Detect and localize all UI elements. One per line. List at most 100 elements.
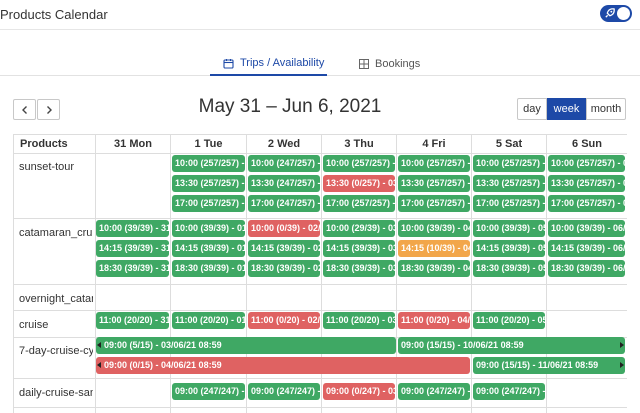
multi-day-trip-event[interactable]: 09:00 (15/15) - 11/06/21 08:59: [473, 357, 625, 374]
trip-event[interactable]: 09:00 (0/247) - 03/0: [323, 383, 395, 400]
grid-line: [471, 134, 472, 413]
calendar-icon: [223, 58, 234, 69]
trip-event[interactable]: 10:00 (0/39) - 02/06: [248, 220, 320, 237]
trip-event[interactable]: 11:00 (20/20) - 01/0: [172, 312, 245, 329]
trip-event[interactable]: 09:00 (247/247) - 0: [473, 383, 545, 400]
day-header[interactable]: 5 Sat: [472, 134, 547, 154]
view-switcher: day week month: [517, 98, 626, 120]
trip-event[interactable]: 10:00 (257/257) - 06: [548, 155, 625, 172]
trip-event[interactable]: 14:15 (39/39) - 03/0: [323, 240, 395, 257]
trip-event[interactable]: 10:00 (39/39) - 05/0: [473, 220, 545, 237]
day-header[interactable]: 2 Wed: [247, 134, 322, 154]
trip-event[interactable]: 10:00 (257/257) - 0: [172, 155, 245, 172]
products-column-header: Products: [13, 134, 96, 154]
trip-event[interactable]: 14:15 (39/39) - 31/0: [96, 240, 169, 257]
trip-event[interactable]: 10:00 (257/257) - 0: [323, 155, 395, 172]
view-month-button[interactable]: month: [586, 98, 626, 120]
trip-event[interactable]: 11:00 (20/20) - 31/0: [96, 312, 169, 329]
product-row-label[interactable]: overnight_catam: [19, 293, 93, 305]
continues-left-icon: [97, 362, 101, 368]
view-day-button[interactable]: day: [517, 98, 547, 120]
row-divider: [13, 310, 627, 311]
trip-event[interactable]: 10:00 (39/39) - 04/0: [398, 220, 470, 237]
trip-event[interactable]: 18:30 (39/39) - 31/0: [96, 260, 169, 277]
prev-week-button[interactable]: [13, 99, 36, 120]
trip-event[interactable]: 18:30 (39/39) - 04/0: [398, 260, 470, 277]
trip-event[interactable]: 10:00 (29/39) - 03/0: [323, 220, 395, 237]
trip-event[interactable]: 18:30 (39/39) - 02/0: [248, 260, 320, 277]
multi-day-trip-event[interactable]: 09:00 (15/15) - 10/06/21 08:59: [398, 337, 625, 354]
app-title: Products Calendar: [0, 7, 108, 22]
trip-event[interactable]: 18:30 (39/39) - 05/0: [473, 260, 545, 277]
grid-line: [321, 134, 322, 413]
trip-event[interactable]: 17:00 (257/257) - 0: [172, 195, 245, 212]
trip-event[interactable]: 18:30 (39/39) - 03/0: [323, 260, 395, 277]
trip-event[interactable]: 18:30 (39/39) - 01/0: [172, 260, 245, 277]
day-header[interactable]: 3 Thu: [322, 134, 397, 154]
trip-event[interactable]: 11:00 (0/20) - 02/06: [248, 312, 320, 329]
grid-line: [170, 134, 171, 413]
tab-trips-availability[interactable]: Trips / Availability: [210, 52, 327, 76]
trip-event[interactable]: 13:30 (257/257) - 06: [548, 175, 625, 192]
trip-event[interactable]: 10:00 (247/257) - 0: [248, 155, 320, 172]
grid-line: [13, 134, 14, 413]
product-row-label[interactable]: daily-cruise-sant: [19, 387, 93, 399]
multi-day-trip-event[interactable]: 09:00 (0/15) - 04/06/21 08:59: [96, 357, 470, 374]
trip-event[interactable]: 14:15 (39/39) - 05/0: [473, 240, 545, 257]
trip-event[interactable]: 17:00 (257/257) - 0: [323, 195, 395, 212]
rocket-toggle[interactable]: [600, 5, 632, 22]
title-bar: Products Calendar: [0, 0, 640, 30]
trip-event[interactable]: 10:00 (39/39) - 01/0: [172, 220, 245, 237]
trip-event[interactable]: 09:00 (247/247) - 0: [398, 383, 470, 400]
next-week-button[interactable]: [37, 99, 60, 120]
trip-event[interactable]: 17:00 (257/257) - 06: [548, 195, 625, 212]
event-label: 09:00 (0/15) - 04/06/21 08:59: [104, 360, 222, 370]
continues-left-icon: [97, 342, 101, 348]
day-header[interactable]: 1 Tue: [171, 134, 247, 154]
grid-line: [95, 134, 96, 413]
trip-event[interactable]: 13:30 (257/257) - 0: [473, 175, 545, 192]
grid-icon: [359, 59, 369, 69]
trip-event[interactable]: 10:00 (257/257) - 0: [398, 155, 470, 172]
trip-event[interactable]: 17:00 (257/257) - 0: [398, 195, 470, 212]
trip-event[interactable]: 13:30 (0/257) - 03/0: [323, 175, 395, 192]
trip-event[interactable]: 17:00 (247/257) - 0: [248, 195, 320, 212]
trip-event[interactable]: 18:30 (39/39) - 06/0: [548, 260, 625, 277]
trip-event[interactable]: 14:15 (39/39) - 06/0: [548, 240, 625, 257]
row-divider: [13, 218, 627, 219]
multi-day-trip-event[interactable]: 09:00 (5/15) - 03/06/21 08:59: [96, 337, 396, 354]
tab-bar: Trips / Availability Bookings: [0, 52, 640, 76]
trip-event[interactable]: 09:00 (247/247) - 0: [248, 383, 320, 400]
view-week-button[interactable]: week: [547, 98, 586, 120]
trip-event[interactable]: 11:00 (20/20) - 03/0: [323, 312, 395, 329]
day-header[interactable]: 31 Mon: [96, 134, 171, 154]
trip-event[interactable]: 10:00 (39/39) - 06/0: [548, 220, 625, 237]
product-row-label[interactable]: sunset-tour: [19, 161, 75, 173]
row-divider: [13, 284, 627, 285]
product-row-label[interactable]: catamaran_cruis: [19, 227, 93, 239]
trip-event[interactable]: 14:15 (10/39) - 04/0: [398, 240, 470, 257]
trip-event[interactable]: 11:00 (20/20) - 05/0: [473, 312, 545, 329]
trip-event[interactable]: 13:30 (257/257) - 0: [172, 175, 245, 192]
trip-event[interactable]: 14:15 (39/39) - 02/0: [248, 240, 320, 257]
trip-event[interactable]: 17:00 (257/257) - 0: [473, 195, 545, 212]
trip-event[interactable]: 14:15 (39/39) - 01/0: [172, 240, 245, 257]
day-header[interactable]: 6 Sun: [547, 134, 627, 154]
product-row-label[interactable]: cruise: [19, 319, 49, 331]
trip-event[interactable]: 10:00 (257/257) - 0: [473, 155, 545, 172]
trip-event[interactable]: 13:30 (257/257) - 0: [398, 175, 470, 192]
rocket-icon: [605, 8, 615, 18]
tab-label: Trips / Availability: [240, 57, 325, 69]
trip-event[interactable]: 13:30 (247/257) - 0: [248, 175, 320, 192]
product-row-label[interactable]: 7-day-cruise-cycl: [19, 345, 93, 357]
day-header[interactable]: 4 Fri: [397, 134, 472, 154]
tab-label: Bookings: [375, 58, 421, 70]
chevron-right-icon: [46, 105, 52, 114]
trip-event[interactable]: 11:00 (0/20) - 04/0: [398, 312, 470, 329]
trip-event[interactable]: 10:00 (39/39) - 31/0: [96, 220, 169, 237]
toggle-knob: [617, 7, 630, 20]
tab-bookings[interactable]: Bookings: [359, 52, 429, 76]
continues-right-icon: [620, 362, 624, 368]
trip-event[interactable]: 09:00 (247/247) - 0: [172, 383, 245, 400]
row-divider: [13, 378, 627, 379]
